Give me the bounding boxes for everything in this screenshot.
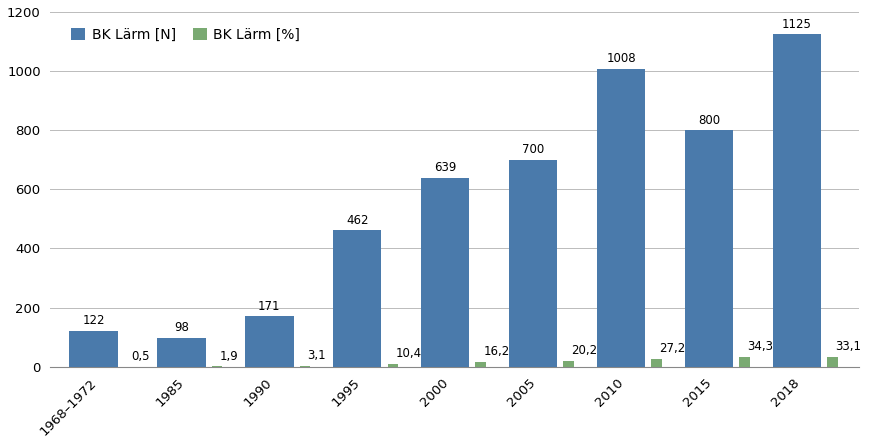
Bar xyxy=(245,316,294,367)
Text: 122: 122 xyxy=(82,314,105,327)
Bar xyxy=(475,362,486,367)
Text: 0,5: 0,5 xyxy=(132,350,150,363)
Bar xyxy=(773,34,821,367)
Bar xyxy=(596,69,645,367)
Bar xyxy=(212,366,222,367)
Bar xyxy=(739,356,750,367)
Bar xyxy=(421,178,469,367)
Text: 700: 700 xyxy=(522,143,544,156)
Bar xyxy=(300,366,310,367)
Text: 98: 98 xyxy=(174,321,189,334)
Legend: BK Lärm [N], BK Lärm [%]: BK Lärm [N], BK Lärm [%] xyxy=(65,22,306,48)
Bar xyxy=(828,357,838,367)
Text: 171: 171 xyxy=(258,299,281,313)
Bar xyxy=(563,361,574,367)
Bar xyxy=(387,364,399,367)
Text: 33,1: 33,1 xyxy=(835,340,861,353)
Text: 10,4: 10,4 xyxy=(396,347,422,360)
Text: 1125: 1125 xyxy=(782,17,812,31)
Text: 1,9: 1,9 xyxy=(220,350,238,363)
Bar xyxy=(69,331,118,367)
Bar xyxy=(685,130,733,367)
Text: 20,2: 20,2 xyxy=(571,344,597,357)
Text: 639: 639 xyxy=(434,161,456,174)
Text: 800: 800 xyxy=(698,113,720,127)
Bar xyxy=(509,160,557,367)
Text: 27,2: 27,2 xyxy=(659,342,685,355)
Text: 462: 462 xyxy=(346,214,369,227)
Bar xyxy=(651,359,662,367)
Text: 16,2: 16,2 xyxy=(483,345,509,358)
Text: 34,3: 34,3 xyxy=(747,340,773,353)
Text: 3,1: 3,1 xyxy=(308,349,326,362)
Bar xyxy=(333,230,381,367)
Bar xyxy=(157,338,206,367)
Text: 1008: 1008 xyxy=(606,52,636,65)
